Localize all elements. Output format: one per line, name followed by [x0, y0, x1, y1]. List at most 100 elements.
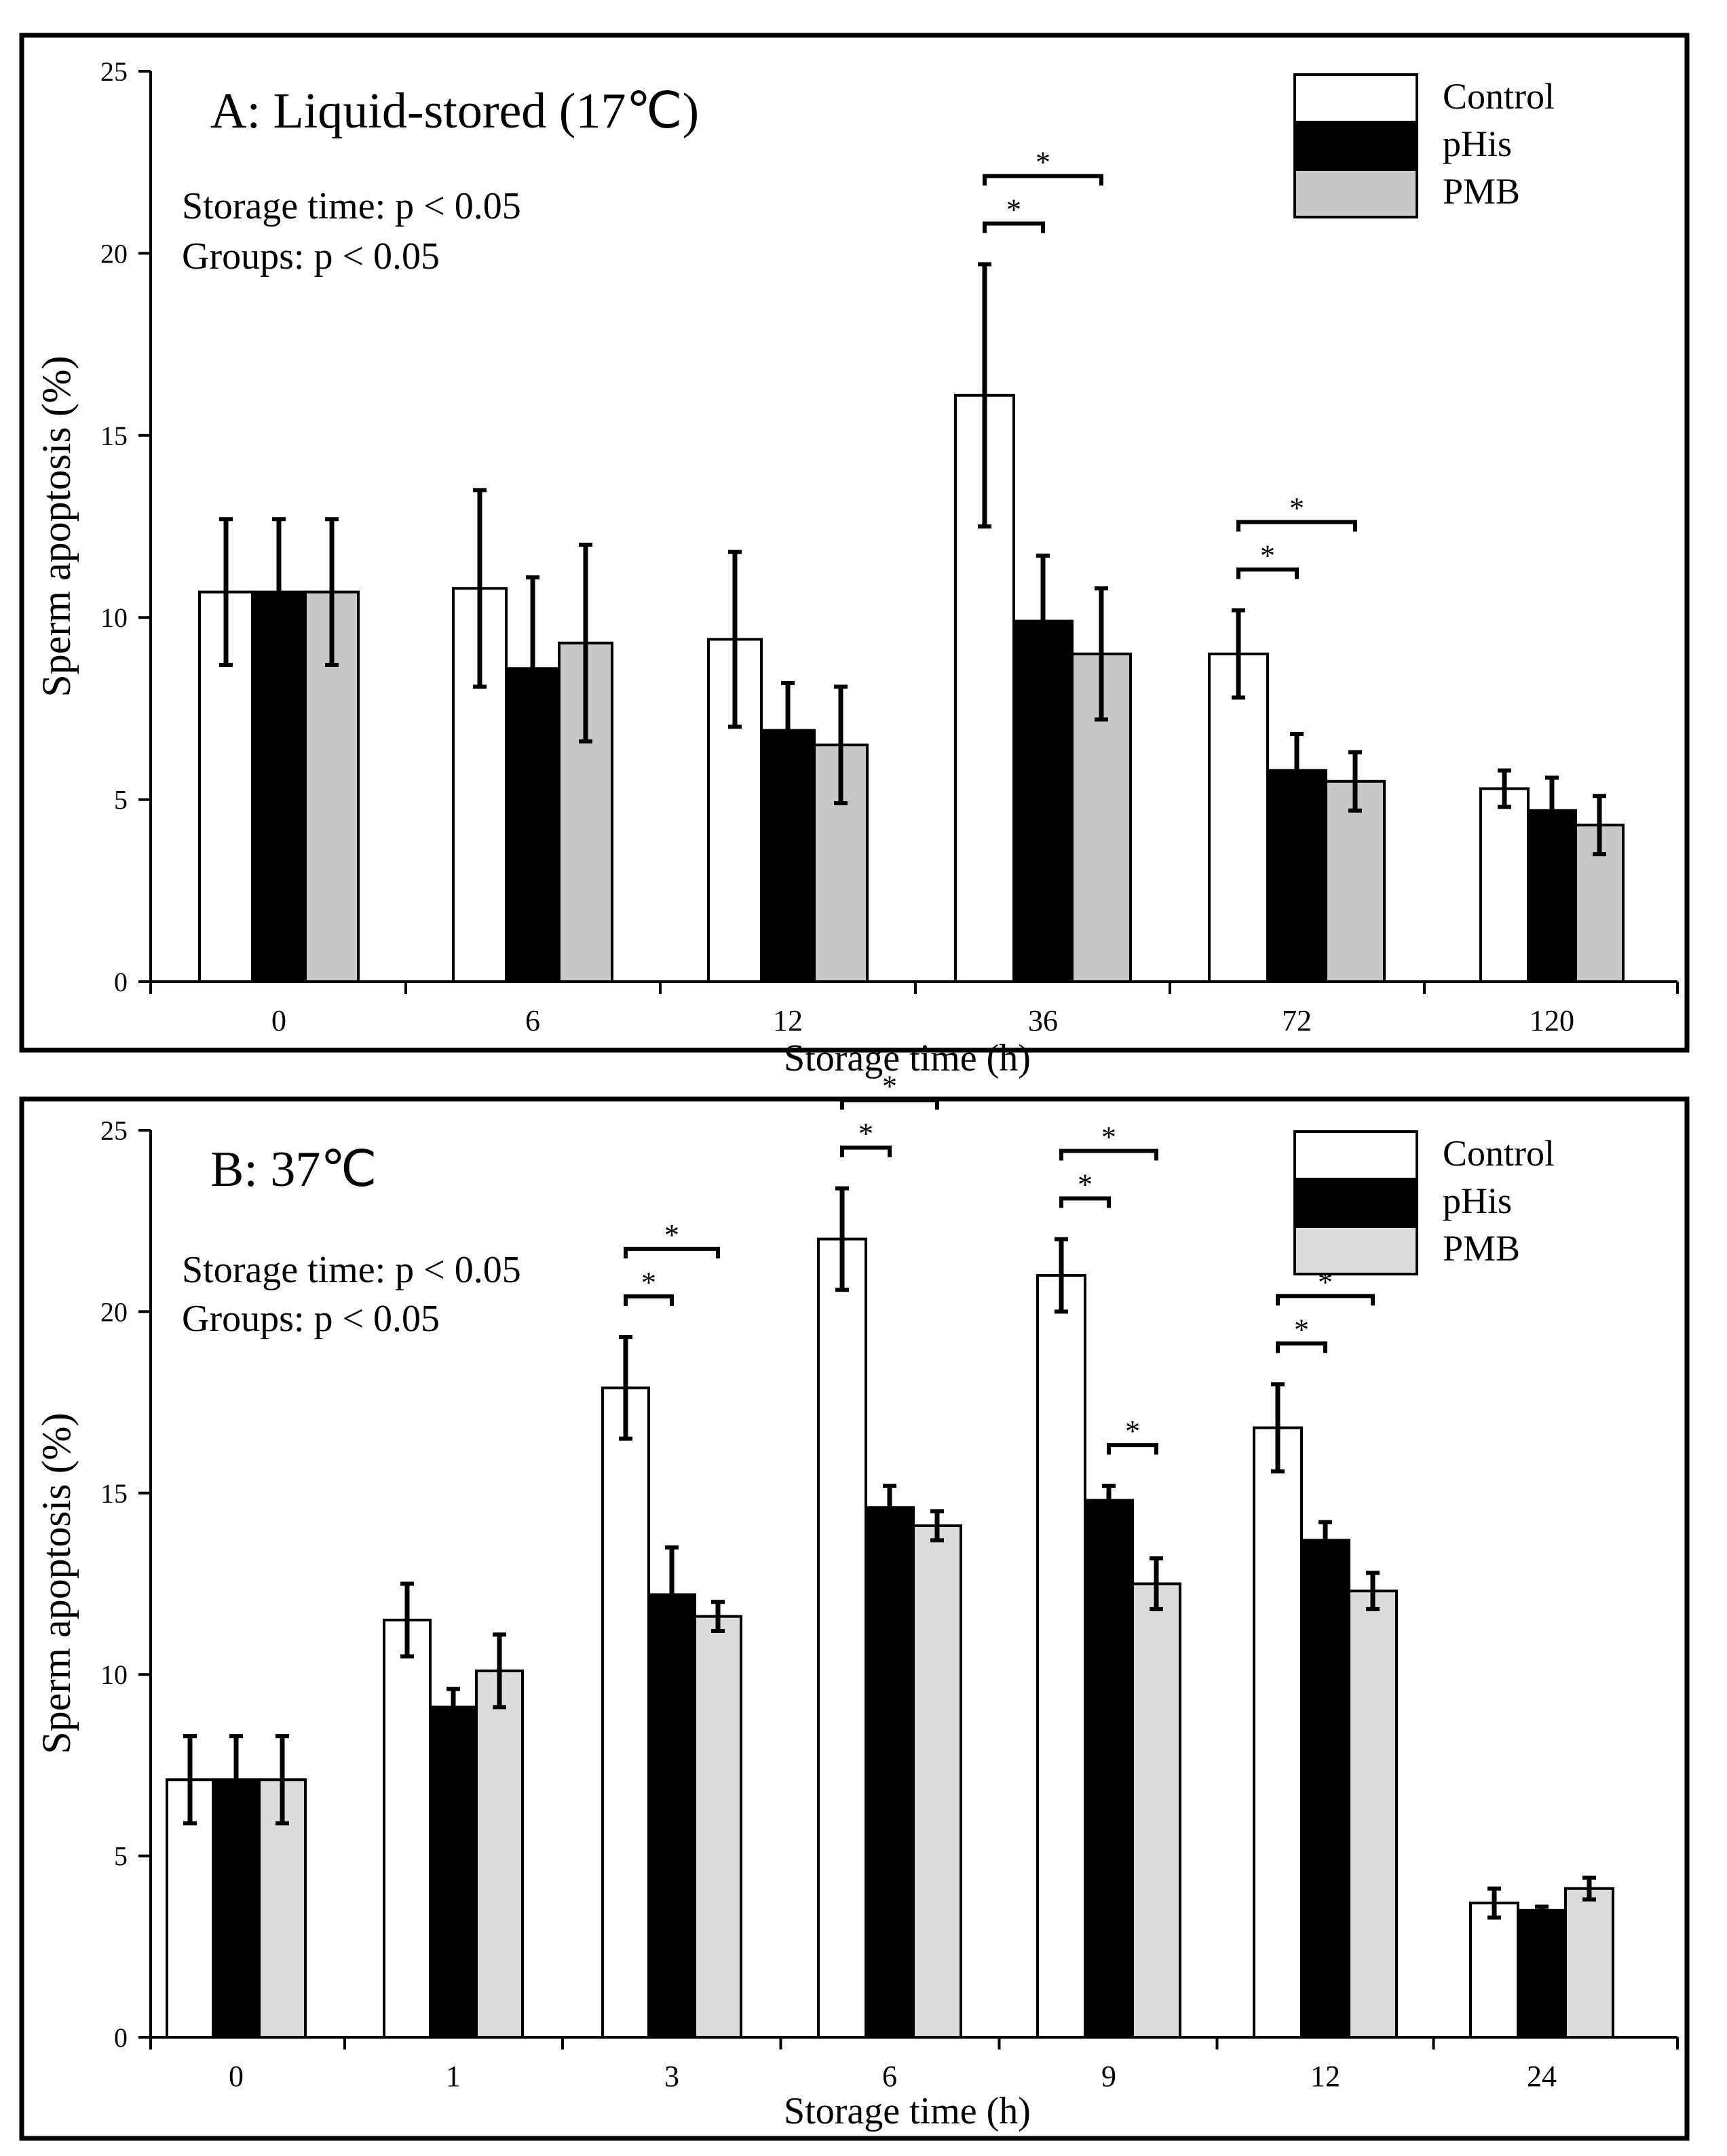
bracket-line [624, 1246, 720, 1258]
y-tick-label: 20 [100, 238, 128, 269]
x-tick-label: 24 [1527, 2060, 1557, 2093]
bar-control-6 [817, 1237, 867, 2039]
error-bar [1232, 608, 1245, 700]
x-tick-label: 6 [882, 2060, 897, 2093]
y-tick-label: 5 [114, 1841, 128, 1872]
legend-swatch-control [1293, 73, 1418, 123]
bar-phis-3 [647, 1593, 696, 2039]
x-tick-label: 36 [1028, 1004, 1058, 1037]
significance-bracket: * [1236, 491, 1357, 532]
error-bar [1348, 750, 1362, 813]
significance-star: * [664, 1218, 679, 1252]
x-tick-label: 0 [229, 2060, 244, 2093]
bracket-line [1236, 520, 1357, 532]
chart-title: A: Liquid-stored (17℃) [210, 83, 699, 139]
error-bar [1318, 1520, 1332, 1561]
error-bar [219, 517, 233, 667]
significance-bracket: * [983, 193, 1045, 233]
legend-swatch-control [1293, 1130, 1418, 1180]
stats-annotation: Storage time: p < 0.05 [182, 1249, 521, 1291]
bracket-line [1059, 1196, 1111, 1208]
y-tick-label: 25 [100, 1115, 128, 1146]
significance-star: * [1036, 146, 1050, 179]
legend-label: Control [1443, 1133, 1555, 1174]
x-tick-label: 12 [773, 1004, 803, 1037]
stats-annotation: Groups: p < 0.05 [182, 235, 440, 277]
x-tick-label: 6 [525, 1004, 540, 1037]
significance-bracket: * [1059, 1120, 1158, 1161]
error-bar [1366, 1571, 1380, 1611]
stats-annotation: Storage time: p < 0.05 [182, 185, 521, 227]
error-bar [711, 1600, 725, 1634]
bar-pmb-9 [1131, 1582, 1181, 2039]
y-tick-label: 15 [100, 421, 128, 451]
error-bar [325, 517, 339, 667]
x-tick-label: 120 [1530, 1004, 1574, 1037]
y-tick-label: 0 [114, 967, 128, 997]
chart-panel-a: 0 5 10 15 20 25 0 6 12 36 72 120 * * * * A: Liquid-store… [19, 33, 1690, 1079]
error-bar [493, 1632, 506, 1710]
error-bar [834, 685, 848, 805]
significance-star: * [858, 1117, 873, 1151]
significance-bracket: * [1107, 1414, 1158, 1455]
chart-title: B: 37℃ [210, 1142, 377, 1197]
bar-pmb-1 [475, 1669, 524, 2039]
bar-control-1 [383, 1618, 432, 2039]
error-bar [579, 542, 592, 744]
error-bar [930, 1509, 944, 1543]
legend-swatch-phis [1293, 121, 1418, 171]
error-bar [1036, 553, 1050, 689]
x-tick-label: 12 [1310, 2060, 1340, 2093]
significance-bracket: * [1059, 1168, 1111, 1208]
x-tick-label: 3 [664, 2060, 679, 2093]
error-bar [1498, 768, 1511, 809]
significance-bracket: * [1236, 539, 1299, 579]
error-bar [1271, 1382, 1285, 1474]
bar-phis-9 [1084, 1499, 1134, 2039]
significance-star: * [1101, 1120, 1116, 1153]
bracket-line [624, 1294, 674, 1306]
x-axis-label: Storage time (h) [784, 2090, 1031, 2132]
error-bar [400, 1581, 414, 1659]
bar-pmb-12 [1348, 1590, 1398, 2039]
error-bar [1290, 731, 1304, 809]
bar-phis-6 [865, 1506, 915, 2039]
bar-control-24 [1469, 1902, 1519, 2039]
error-bar [276, 1734, 289, 1826]
bar-pmb-0 [258, 1778, 307, 2039]
y-tick-label: 0 [114, 2022, 128, 2053]
bar-pmb-3 [694, 1615, 742, 2039]
significance-star: * [1125, 1414, 1140, 1448]
y-tick-label: 10 [100, 1659, 128, 1690]
bar-phis-12 [1300, 1539, 1350, 2039]
bracket-line [1276, 1294, 1375, 1306]
legend: Control pHis PMB [1293, 1130, 1555, 1275]
y-tick-label: 10 [100, 602, 128, 633]
bracket-line [983, 221, 1045, 233]
error-bar [1150, 1556, 1163, 1611]
error-bar [728, 550, 742, 729]
bracket-line [1276, 1341, 1327, 1353]
legend-label: PMB [1443, 1228, 1520, 1269]
bar-phis-24 [1517, 1908, 1567, 2039]
bracket-line [1236, 567, 1299, 579]
error-bar [447, 1687, 460, 1728]
bracket-line [840, 1145, 892, 1157]
significance-star: * [1294, 1313, 1309, 1346]
y-axis-label: Sperm apoptosis (%) [34, 355, 79, 697]
significance-bracket: * [983, 146, 1103, 186]
y-tick-label: 25 [100, 56, 128, 87]
bar-control-72 [1208, 652, 1269, 983]
x-tick-label: 72 [1282, 1004, 1312, 1037]
y-tick-label: 20 [100, 1296, 128, 1327]
y-tick-label: 5 [114, 785, 128, 815]
significance-star: * [1006, 193, 1021, 227]
stats-annotation: Groups: p < 0.05 [182, 1298, 440, 1340]
significance-bracket: * [840, 1117, 892, 1157]
legend-label: pHis [1443, 1180, 1512, 1221]
significance-star: * [1289, 491, 1304, 524]
x-tick-label: 9 [1101, 2060, 1116, 2093]
significance-star: * [641, 1266, 656, 1299]
